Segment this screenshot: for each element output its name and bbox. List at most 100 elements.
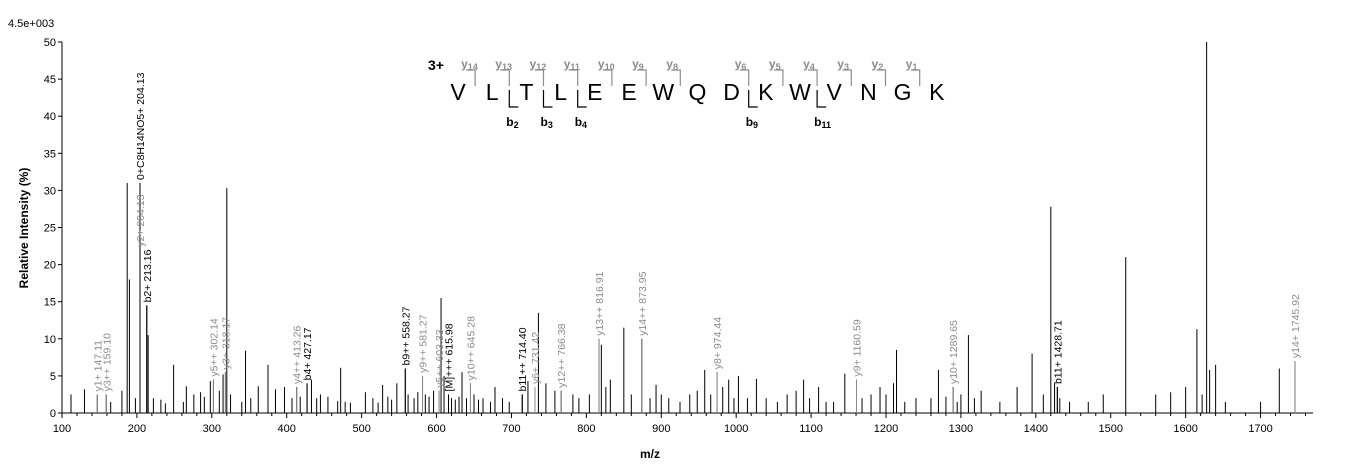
x-tick-label: 1500 — [1099, 423, 1123, 435]
x-tick-label: 400 — [278, 423, 296, 435]
peak-label: [M]+++ 615.98 — [444, 323, 456, 391]
peak-label: y5++ 302.14 — [208, 318, 220, 377]
sequence-residue: T — [519, 79, 533, 105]
sequence-residue: K — [758, 79, 774, 105]
x-tick-label: 100 — [53, 423, 71, 435]
sequence-residue: W — [652, 79, 674, 105]
peak-label: y1+ 147.11 — [92, 340, 104, 392]
y-tick-label: 25 — [44, 223, 56, 235]
peak-label: y10+ 1289.65 — [948, 320, 960, 384]
axes: 0 5 10 15 20 25 30 35 40 45 50 100 200 300 400 500 600 70… — [44, 37, 1313, 435]
y-ion-bracket — [739, 69, 750, 86]
x-tick-label: 1300 — [949, 423, 973, 435]
y-tick-label: 40 — [44, 111, 56, 123]
b-ion-bracket — [542, 90, 553, 108]
y-ion-bracket — [671, 69, 681, 86]
y-ion-label: y2 — [872, 57, 884, 72]
y-ion-bracket — [842, 69, 852, 86]
b-ion-label: b9 — [746, 115, 758, 130]
peak-label: y9+ 1160.59 — [851, 319, 863, 376]
sequence-residue: V — [450, 79, 466, 105]
x-tick-label: 1200 — [874, 423, 898, 435]
y-ion-bracket — [466, 69, 476, 86]
y-tick-label: 10 — [44, 334, 56, 346]
sequence-residue: L — [554, 79, 567, 105]
y-ion-bracket — [534, 69, 545, 86]
peak-label: y14+ 1745.92 — [1290, 294, 1302, 358]
peak-label: y3++ 159.10 — [101, 333, 113, 392]
y-ion-label: y12 — [530, 57, 547, 72]
y-ion-label: y3 — [837, 57, 849, 72]
y-ion-label: y1 — [906, 57, 918, 72]
peak-label: b11+ 1428.71 — [1052, 320, 1064, 384]
b-ion-label: b4 — [575, 115, 587, 130]
b-ion-bracket — [508, 90, 519, 108]
peak-label: y10++ 645.28 — [465, 316, 477, 380]
x-tick-label: 1700 — [1248, 423, 1272, 435]
b-ion-bracket — [748, 90, 758, 108]
y-ion-bracket — [876, 69, 887, 86]
sequence-residue: N — [860, 79, 877, 105]
peak-label: y4++ 413.26 — [292, 325, 304, 384]
y-ion-bracket — [773, 69, 784, 86]
peaks-layer — [70, 42, 1296, 413]
b-ion-label: b3 — [541, 115, 553, 130]
y-tick-label: 30 — [44, 185, 56, 197]
peak-label: y14++ 873.95 — [637, 271, 649, 335]
precursor-charge: 3+ — [428, 57, 444, 73]
x-tick-label: 600 — [427, 423, 445, 435]
sequence-residue: K — [929, 79, 945, 105]
x-tick-label: 500 — [352, 423, 370, 435]
y-ion-label: y5 — [769, 57, 781, 72]
sequence-residue: G — [894, 79, 912, 105]
x-tick-label: 1600 — [1173, 423, 1197, 435]
peak-label: y12++ 766.38 — [556, 323, 568, 387]
peak-label: b4+ 427.17 — [302, 327, 314, 380]
b-ion-bracket — [577, 90, 587, 108]
y-ion-label: y11 — [564, 57, 580, 72]
y-ion-label: y4 — [803, 57, 815, 72]
y-ion-bracket — [602, 69, 613, 86]
peak-label: y13++ 816.91 — [594, 271, 606, 335]
peak-label: 0+C8H14NO5+ 204.13 — [135, 72, 147, 180]
peak-label: y5++ 603.33 — [434, 329, 446, 388]
peak-label: y8+ 974.44 — [712, 317, 724, 369]
y-ion-label: y13 — [495, 57, 512, 72]
sequence-residue: V — [827, 79, 843, 105]
sequence-residue: E — [621, 79, 636, 105]
peak-label: b11++ 714.40 — [517, 327, 529, 391]
y-tick-label: 0 — [50, 408, 56, 420]
y-ion-label: y6 — [735, 57, 747, 72]
sequence-residue: D — [723, 79, 740, 105]
y-tick-label: 20 — [44, 260, 56, 272]
y-tick-label: 15 — [44, 297, 56, 309]
y-ion-label: y10 — [598, 57, 615, 72]
y-axis-title: Relative Intensity (%) — [17, 168, 31, 289]
x-tick-label: 1100 — [799, 423, 823, 435]
y-ion-bracket — [808, 69, 818, 86]
x-tick-label: 800 — [577, 423, 595, 435]
peak-label: y9++ 581.27 — [418, 314, 430, 373]
y-tick-label: 5 — [50, 371, 56, 383]
peak-label: y6+ 731.42 — [530, 332, 542, 384]
y-ion-bracket — [910, 69, 921, 86]
y-ion-label: y8 — [666, 57, 678, 72]
x-tick-label: 700 — [502, 423, 520, 435]
x-tick-label: 1000 — [724, 423, 748, 435]
x-tick-label: 300 — [203, 423, 221, 435]
sequence-residue: Q — [688, 79, 706, 105]
y-max-intensity-label: 4.5e+003 — [8, 18, 54, 30]
peak-label: y2+ 204.13 — [135, 194, 147, 246]
y-ion-bracket — [568, 69, 579, 86]
x-tick-label: 200 — [128, 423, 146, 435]
x-tick-label: 900 — [652, 423, 670, 435]
b-ion-label: b2 — [506, 115, 518, 130]
y-tick-label: 35 — [44, 148, 56, 160]
y-ion-label: y14 — [461, 57, 478, 72]
y-tick-label: 50 — [44, 37, 56, 49]
peak-label: b2+ 213.16 — [142, 249, 154, 302]
sequence-residue: W — [789, 79, 811, 105]
